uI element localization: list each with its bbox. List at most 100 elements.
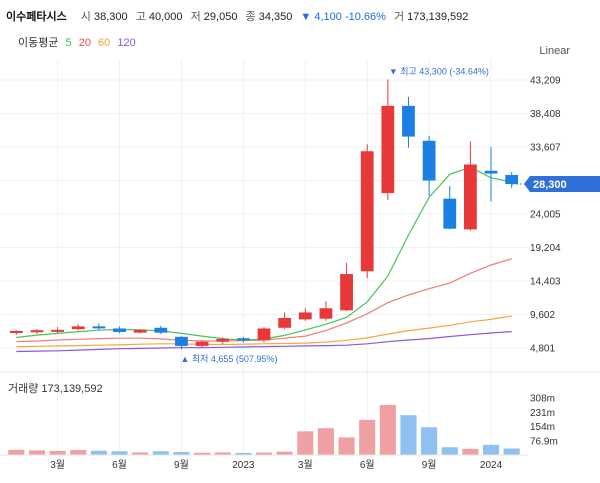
high-label: 고: [135, 11, 146, 23]
volume-bar: [441, 447, 458, 455]
candle-body: [71, 326, 85, 330]
low-value: 29,050: [203, 11, 238, 23]
candle-body: [236, 338, 250, 341]
current-price-tag: [524, 176, 600, 193]
ma-legend-label: 이동평균: [18, 37, 59, 49]
volume-bar: [317, 428, 334, 455]
volume-label: 거: [393, 11, 405, 23]
volume-bar: [400, 415, 417, 455]
candle: [257, 327, 271, 343]
candle-body: [175, 336, 188, 346]
candle-body: [133, 329, 147, 333]
candle: [133, 329, 147, 334]
candle-body: [505, 174, 519, 185]
x-tick-label: 3월: [298, 459, 313, 471]
volume-bar: [379, 405, 396, 455]
candle-body: [51, 329, 64, 332]
price-header: 이수페타시스 시 38,300 고 40,000 저 29,050 종 34,3…: [6, 8, 468, 24]
candle: [9, 330, 23, 335]
candle: [340, 262, 353, 312]
candle: [443, 186, 457, 230]
x-tick-label: 9월: [174, 459, 189, 471]
stock-name: 이수페타시스: [6, 11, 67, 23]
candle: [402, 96, 415, 148]
candle: [51, 327, 64, 334]
volume-bar: [70, 450, 87, 455]
close-label: 종: [245, 11, 256, 23]
volume-value: 173,139,592: [407, 11, 469, 23]
volume-tick-label: 308m: [530, 394, 555, 405]
candle: [175, 336, 188, 350]
candle-body: [92, 326, 106, 329]
x-tick-label: 6월: [360, 459, 375, 471]
candle-body: [360, 151, 374, 272]
volume-bar: [173, 452, 190, 455]
ma-legend-120: 120: [117, 37, 136, 49]
price-tick-label: 19,204: [530, 243, 561, 254]
volume-bar: [359, 419, 376, 455]
volume-bar: [152, 451, 169, 455]
x-tick-label: 6월: [112, 459, 127, 471]
volume-bar: [462, 448, 479, 455]
volume-tick-label: 154m: [530, 422, 555, 433]
price-tick-label: 9,602: [530, 310, 555, 321]
x-tick-label: 2024: [480, 460, 503, 471]
ma-legend-5: 5: [65, 37, 72, 49]
volume-bar: [338, 437, 355, 455]
candle-body: [9, 330, 23, 334]
x-tick-label: 9월: [422, 459, 437, 471]
moving-average-legend: 이동평균 5 20 60 120: [18, 34, 140, 50]
volume-bar: [194, 452, 211, 455]
candle: [195, 340, 209, 349]
volume-bar: [214, 452, 231, 455]
x-tick-label: 3월: [50, 459, 65, 471]
high-value: 40,000: [148, 11, 183, 23]
candle-body: [443, 198, 457, 229]
open-label: 시: [80, 11, 91, 23]
candle: [71, 324, 85, 331]
candle-body: [113, 328, 126, 332]
price-tick-label: 33,607: [530, 143, 561, 154]
max-annotation: ▼ 최고 43,300 (-34.64%): [389, 66, 489, 76]
candle: [113, 326, 126, 334]
candle: [92, 323, 106, 330]
candle: [360, 144, 374, 279]
volume-bar: [132, 452, 149, 455]
candle-body: [381, 105, 395, 194]
volume-bar: [8, 449, 25, 455]
candle-body: [484, 170, 498, 174]
candle-body: [195, 341, 209, 346]
price-tick-label: 4,801: [530, 344, 555, 355]
ma-legend-20: 20: [78, 37, 91, 49]
volume-bar: [235, 452, 252, 455]
ma-legend-60: 60: [98, 37, 111, 49]
volume-bar: [255, 452, 273, 455]
ma60-line: [16, 315, 512, 348]
candle: [30, 329, 44, 335]
candle-body: [30, 330, 44, 333]
candle: [154, 325, 168, 335]
candle: [505, 172, 519, 189]
candle-body: [257, 328, 271, 341]
candle-body: [402, 105, 415, 137]
candle-body: [422, 140, 436, 181]
candle: [216, 337, 230, 344]
volume-bar: [297, 431, 314, 455]
volume-bar: [482, 444, 500, 455]
price-tick-label: 24,005: [530, 210, 561, 221]
price-tick-label: 38,408: [530, 109, 561, 120]
volume-bar: [503, 448, 520, 455]
x-tick-label: 2023: [232, 460, 255, 471]
volume-bar: [111, 451, 128, 455]
min-annotation: ▲ 최저 4,655 (507.95%): [180, 354, 277, 364]
candle: [484, 147, 498, 202]
candle-body: [464, 164, 477, 230]
candle: [381, 79, 395, 201]
scale-toggle[interactable]: Linear: [539, 45, 570, 57]
candle-body: [154, 327, 168, 333]
volume-title: 거래량 173,139,592: [8, 382, 103, 395]
candle: [464, 141, 477, 231]
candle-body: [278, 318, 292, 328]
price-tick-label: 43,209: [530, 76, 561, 87]
